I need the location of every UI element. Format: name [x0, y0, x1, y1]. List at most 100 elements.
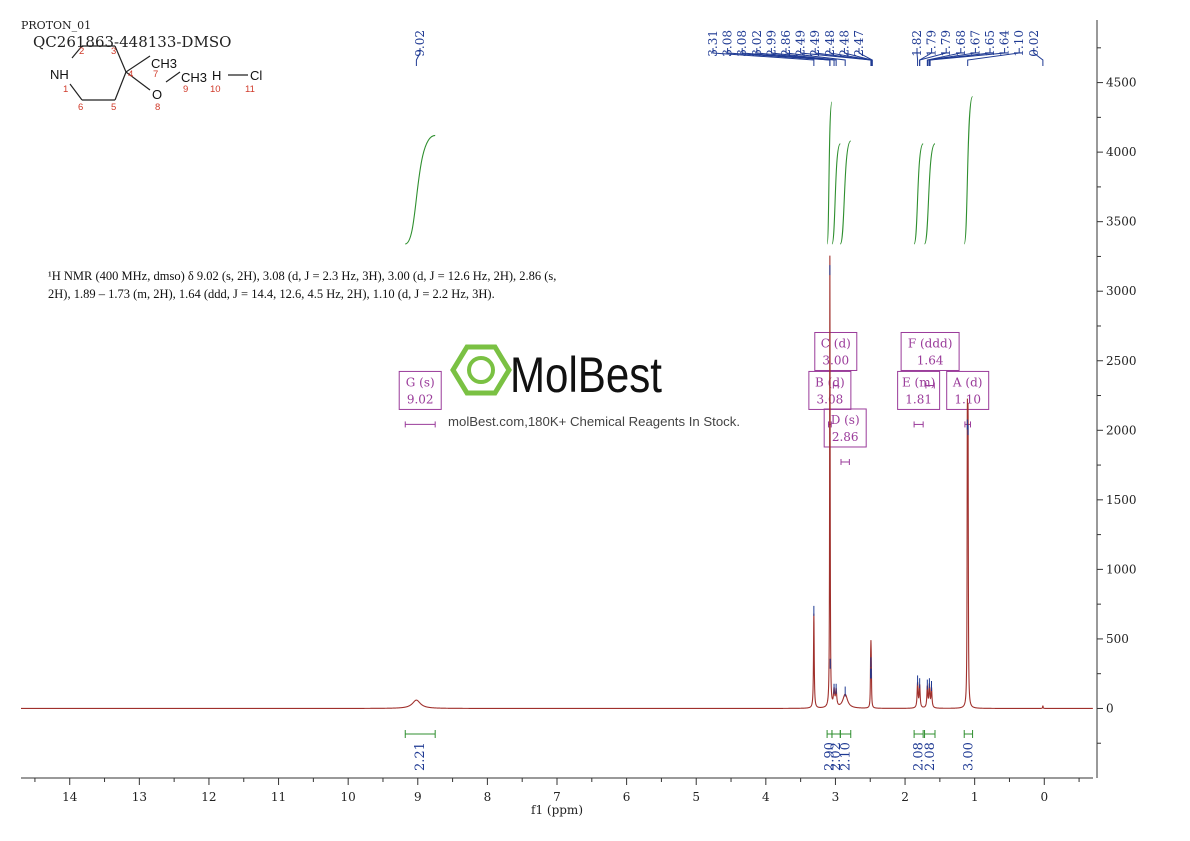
peak-shift-label: 1.65: [983, 30, 997, 57]
x-tick-label: 11: [271, 790, 286, 804]
peak-label-leader: [927, 48, 976, 66]
integral-curve: [839, 140, 852, 245]
peak-label-leader: [858, 48, 873, 66]
y-tick-label: 3500: [1106, 215, 1137, 229]
peak-label-leader: [785, 48, 846, 66]
oxygen-atom-label: O: [152, 87, 162, 102]
y-tick-label: 4500: [1106, 76, 1137, 90]
peak-shift-label: 2.49: [794, 30, 808, 57]
nh-atom-label: NH: [50, 67, 69, 82]
y-tick-label: 1500: [1106, 493, 1137, 507]
x-tick-label: 12: [201, 790, 216, 804]
x-tick-label: 6: [623, 790, 631, 804]
x-tick-label: 13: [132, 790, 147, 804]
y-tick-label: 4000: [1106, 145, 1137, 159]
peak-label-leader: [929, 48, 1006, 66]
atom-number-2: 2: [79, 46, 84, 57]
x-tick-label: 5: [692, 790, 700, 804]
integral-curve: [404, 134, 436, 245]
peak-shift-label: 2.48: [837, 30, 851, 57]
x-tick-label: 7: [553, 790, 561, 804]
atom-number-5: 5: [111, 102, 116, 113]
multiplet-boxes: G (s)9.02B (d)3.08C (d)3.00D (s)2.86E (m…: [398, 331, 990, 465]
peak-shift-label: 2.99: [764, 30, 778, 57]
logo-brand-text: MolBest: [510, 347, 662, 403]
peak-shift-label: 2.49: [808, 30, 822, 57]
peak-label-leader: [967, 48, 1020, 66]
peak-labels: 9.02 3.31 3.08 3.08 3.02 2.99 2.86 2.49 2.49 2.48…: [413, 30, 1044, 66]
multiplet-type: F (ddd): [908, 336, 953, 350]
peak-label-leader: [1033, 48, 1044, 66]
peak-label-leader: [712, 48, 815, 66]
y-tick-label: 0: [1106, 701, 1114, 715]
spectrum-line: [21, 255, 1093, 710]
peak-shift-label: 3.31: [706, 30, 720, 57]
peak-shift-label: 1.64: [998, 30, 1012, 57]
peak-label-leader: [756, 48, 835, 66]
peak-label-leader: [843, 48, 873, 66]
x-tick-label: 4: [762, 790, 770, 804]
x-axis-label: f1 (ppm): [531, 803, 583, 817]
multiplet-shift: 2.86: [832, 430, 859, 444]
benzene-logo-icon: [450, 344, 512, 396]
peak-shift-label: 3.08: [735, 30, 749, 57]
peak-shift-label: 2.47: [852, 30, 866, 57]
spectrum: [21, 255, 1093, 710]
peak-label-leader: [770, 48, 837, 66]
peak-shift-label: 2.86: [779, 30, 793, 57]
integral-value: 2.21: [413, 742, 428, 771]
y-tick-label: 1000: [1106, 562, 1137, 576]
integral-curve: [924, 143, 936, 245]
integral-curves: [404, 95, 974, 245]
multiplet-box: [897, 370, 941, 410]
molbest-logo: MolBest molBest.com,180K+ Chemical Reage…: [448, 344, 740, 429]
nmr-description-line-2: 2H), 1.89 – 1.73 (m, 2H), 1.64 (ddd, J =…: [48, 287, 495, 301]
integral-curve: [826, 101, 833, 245]
x-tick-label: 1: [971, 790, 979, 804]
atom-number-10: 10: [210, 84, 221, 95]
ch3-top-label: CH3: [151, 56, 177, 71]
y-tick-label: 500: [1106, 632, 1129, 646]
y-axis: 0 500 1000 1500 2000 2500 3000 3500 4000 4500: [1096, 20, 1137, 778]
multiplet-box: [823, 408, 867, 448]
x-tick-label: 14: [62, 790, 78, 804]
x-tick-label: 8: [484, 790, 492, 804]
atom-number-11: 11: [245, 84, 255, 95]
atom-number-4: 4: [128, 69, 133, 80]
ch3-right-label: CH3: [181, 70, 207, 85]
atom-number-7: 7: [153, 69, 158, 80]
cl-atom-label: Cl: [250, 68, 262, 83]
multiplet-shift: 1.81: [905, 392, 932, 406]
atom-number-8: 8: [155, 102, 160, 113]
nmr-description-line-1: ¹H NMR (400 MHz, dmso) δ 9.02 (s, 2H), 3…: [48, 269, 557, 283]
y-tick-label: 2000: [1106, 423, 1137, 437]
multiplet-type: G (s): [406, 375, 435, 389]
integral-value: 2.02: [829, 742, 844, 771]
x-tick-label: 9: [414, 790, 422, 804]
peak-shift-label: 9.02: [413, 30, 427, 57]
integral-value: 2.08: [923, 742, 938, 771]
peak-shift-label: 1.82: [910, 30, 924, 57]
x-tick-label: 2: [901, 790, 909, 804]
integral-curve: [963, 95, 974, 245]
multiplet-type: C (d): [821, 336, 851, 350]
peak-label-leader: [928, 48, 991, 66]
integral-value: 2.10: [839, 742, 854, 771]
multiplet-box: [398, 370, 442, 410]
integral-curve: [831, 143, 841, 245]
peak-label-leader: [926, 48, 962, 66]
y-tick-label: 2500: [1106, 354, 1137, 368]
experiment-label: PROTON_01: [21, 19, 92, 32]
multiplet-type: A (d): [952, 375, 983, 389]
multiplet-shift: 3.00: [822, 353, 849, 367]
peak-label-leader: [814, 48, 872, 66]
integral-bars: 2.21 2.902.022.10 2.082.08 3.00: [404, 730, 976, 771]
peak-shift-label: 1.67: [968, 30, 982, 57]
integral-value: 3.00: [961, 742, 976, 771]
peak-shift-label: 1.68: [954, 30, 968, 57]
multiplet-type: E (m): [902, 375, 935, 389]
multiplet-box: [900, 331, 960, 371]
multiplet-shift: 9.02: [407, 392, 434, 406]
peak-shift-label: 1.10: [1012, 30, 1026, 57]
